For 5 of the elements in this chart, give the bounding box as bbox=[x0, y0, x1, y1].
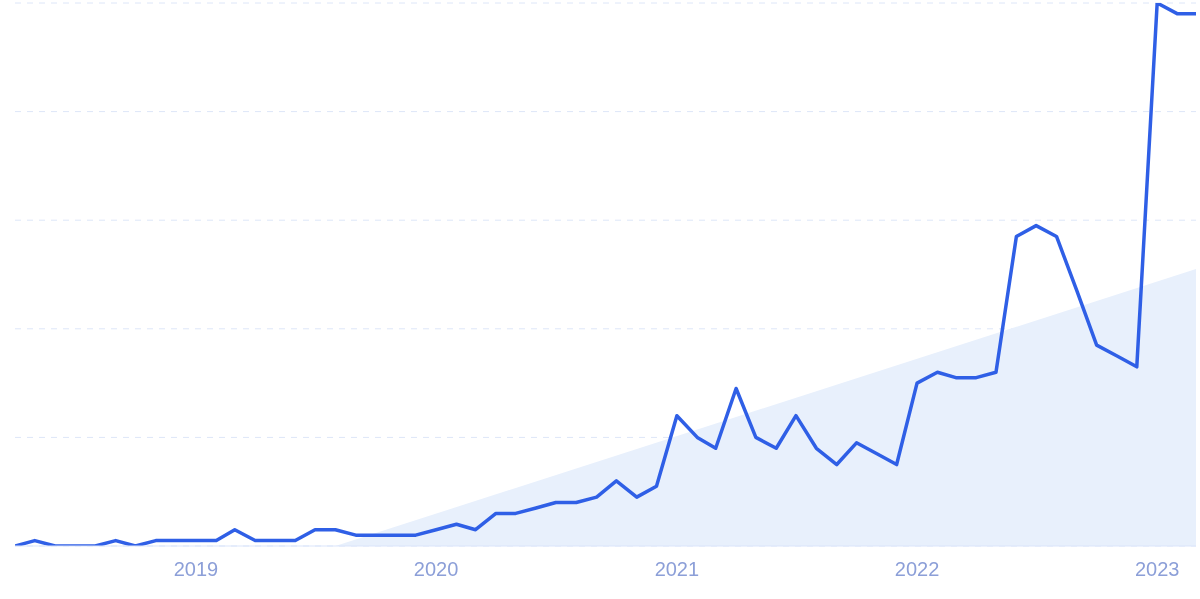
x-tick-label: 2020 bbox=[413, 558, 459, 581]
x-tick-label: 2023 bbox=[1134, 558, 1180, 581]
x-tick-label: 2022 bbox=[894, 558, 940, 581]
x-tick-label: 2019 bbox=[173, 558, 219, 581]
x-tick-label: 2021 bbox=[654, 558, 700, 581]
